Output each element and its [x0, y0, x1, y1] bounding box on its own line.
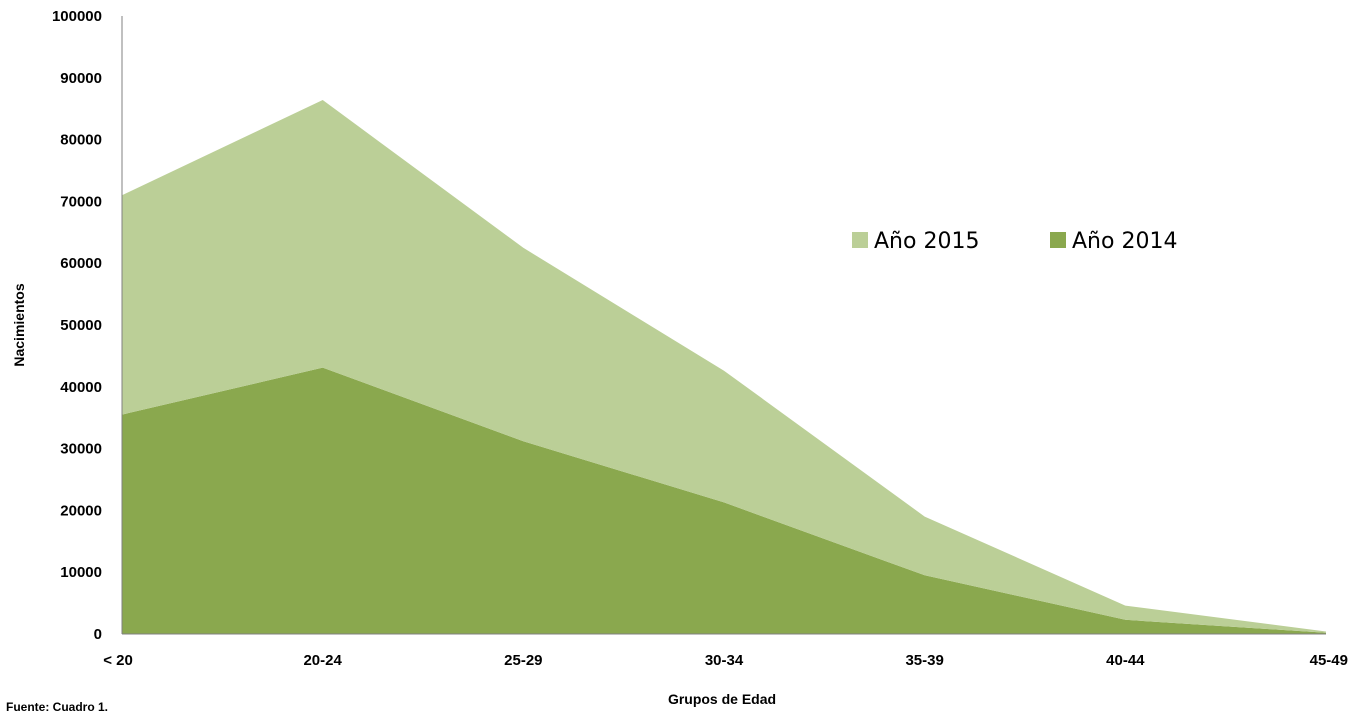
- y-tick-label: 30000: [60, 441, 102, 458]
- y-tick-label: 0: [94, 626, 102, 643]
- area-series-group: [122, 100, 1326, 634]
- y-tick-label: 90000: [60, 70, 102, 87]
- x-tick-label: 35-39: [905, 652, 943, 669]
- x-tick-label: 40-44: [1106, 652, 1145, 669]
- y-tick-label: 40000: [60, 379, 102, 396]
- y-tick-label: 60000: [60, 255, 102, 272]
- area-ano-2015: [122, 100, 1326, 633]
- legend-label-ano-2015: Año 2015: [874, 229, 979, 254]
- y-tick-label: 80000: [60, 132, 102, 149]
- y-tick-labels: 0 10000 20000 30000 40000 50000 60000 70000 8000…: [52, 8, 102, 643]
- x-tick-label: 45-49: [1310, 652, 1348, 669]
- axes: [121, 16, 1326, 635]
- x-tick-label: 25-29: [504, 652, 542, 669]
- legend-label-ano-2014: Año 2014: [1072, 229, 1177, 254]
- area-ano-2014: [122, 367, 1326, 634]
- legend-swatch-ano-2014: [1050, 232, 1066, 248]
- y-tick-label: 70000: [60, 193, 102, 210]
- x-axis-title: Grupos de Edad: [668, 691, 776, 707]
- x-tick-labels: < 20 20-24 25-29 30-34 35-39 40-44 45-49: [103, 652, 1348, 669]
- y-tick-label: 100000: [52, 8, 102, 25]
- y-tick-label: 50000: [60, 317, 102, 334]
- y-axis-title: Nacimientos: [11, 283, 27, 366]
- source-note: Fuente: Cuadro 1.: [6, 700, 108, 713]
- x-tick-label: 20-24: [303, 652, 342, 669]
- legend-swatch-ano-2015: [852, 232, 868, 248]
- y-tick-label: 20000: [60, 502, 102, 519]
- x-tick-label: < 20: [103, 652, 133, 669]
- y-tick-label: 10000: [60, 564, 102, 581]
- legend: Año 2015 Año 2014: [852, 229, 1177, 254]
- x-tick-label: 30-34: [705, 652, 744, 669]
